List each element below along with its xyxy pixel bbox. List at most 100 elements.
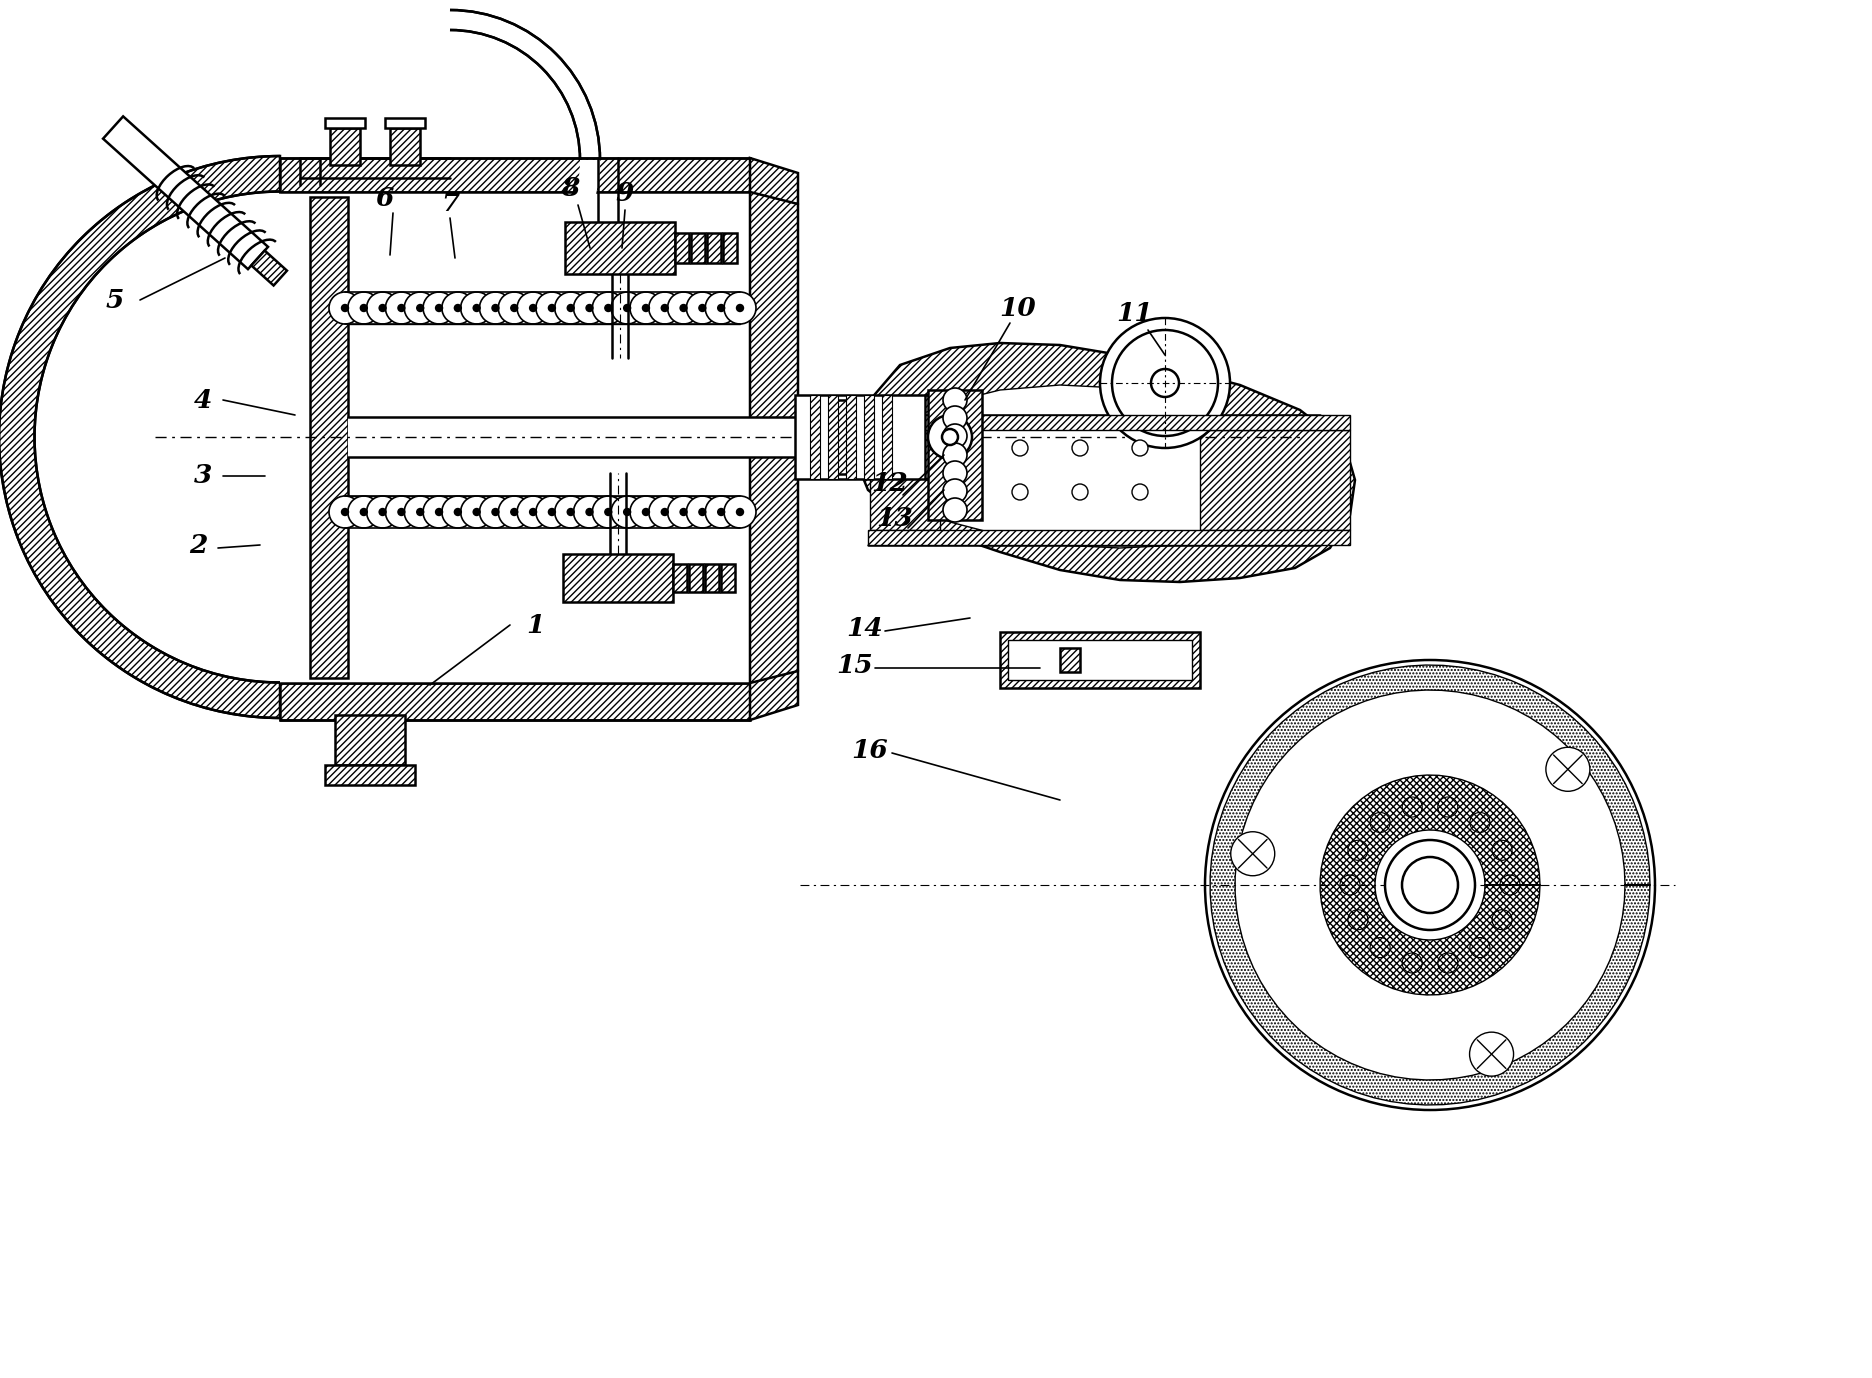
Polygon shape <box>1060 648 1080 672</box>
Polygon shape <box>882 395 891 480</box>
Circle shape <box>717 508 724 515</box>
Text: 14: 14 <box>846 616 884 641</box>
Circle shape <box>348 496 380 528</box>
Circle shape <box>610 496 644 528</box>
Text: 5: 5 <box>107 288 124 313</box>
Circle shape <box>417 508 423 515</box>
Circle shape <box>461 292 492 324</box>
Circle shape <box>592 496 625 528</box>
Polygon shape <box>565 222 676 274</box>
Circle shape <box>1073 484 1088 500</box>
Text: 4: 4 <box>195 387 212 412</box>
Circle shape <box>943 480 968 503</box>
Polygon shape <box>0 156 281 718</box>
Text: 13: 13 <box>876 506 914 531</box>
Circle shape <box>942 429 958 445</box>
Polygon shape <box>708 233 721 263</box>
Circle shape <box>605 305 612 311</box>
Polygon shape <box>1007 639 1192 679</box>
Circle shape <box>548 305 556 311</box>
Circle shape <box>1133 484 1148 500</box>
Circle shape <box>650 496 681 528</box>
Polygon shape <box>811 395 820 480</box>
Circle shape <box>479 496 511 528</box>
Text: 15: 15 <box>837 653 874 678</box>
Polygon shape <box>691 233 706 263</box>
Polygon shape <box>449 160 601 310</box>
Polygon shape <box>929 390 983 520</box>
Circle shape <box>511 508 519 515</box>
Polygon shape <box>870 430 940 531</box>
Circle shape <box>687 292 719 324</box>
Circle shape <box>461 496 492 528</box>
Polygon shape <box>281 683 751 719</box>
Circle shape <box>474 508 479 515</box>
Circle shape <box>341 508 348 515</box>
Circle shape <box>1073 440 1088 456</box>
Circle shape <box>736 508 743 515</box>
Circle shape <box>442 292 474 324</box>
Polygon shape <box>829 400 856 474</box>
Circle shape <box>1230 832 1275 876</box>
Circle shape <box>1013 484 1028 500</box>
Circle shape <box>517 292 548 324</box>
Polygon shape <box>326 119 365 128</box>
Circle shape <box>417 305 423 311</box>
Circle shape <box>631 292 663 324</box>
Text: 2: 2 <box>189 532 208 558</box>
Circle shape <box>687 496 719 528</box>
Polygon shape <box>689 564 704 593</box>
Circle shape <box>359 508 367 515</box>
Polygon shape <box>846 395 856 480</box>
Polygon shape <box>326 765 416 785</box>
Polygon shape <box>880 384 1310 548</box>
Circle shape <box>455 508 461 515</box>
Circle shape <box>492 305 500 311</box>
Circle shape <box>586 508 593 515</box>
Circle shape <box>399 305 404 311</box>
Circle shape <box>724 496 756 528</box>
Circle shape <box>567 508 575 515</box>
Circle shape <box>436 508 442 515</box>
Circle shape <box>386 496 417 528</box>
Circle shape <box>586 305 593 311</box>
Circle shape <box>592 292 625 324</box>
Circle shape <box>548 508 556 515</box>
Circle shape <box>736 305 743 311</box>
Circle shape <box>943 389 968 412</box>
Circle shape <box>642 305 650 311</box>
Polygon shape <box>1320 774 1541 995</box>
Polygon shape <box>796 395 925 480</box>
Polygon shape <box>251 251 286 285</box>
Circle shape <box>423 292 455 324</box>
Circle shape <box>498 292 530 324</box>
Polygon shape <box>103 116 268 269</box>
Circle shape <box>661 508 668 515</box>
Circle shape <box>436 305 442 311</box>
Circle shape <box>1101 318 1230 448</box>
Circle shape <box>610 292 644 324</box>
Circle shape <box>329 292 361 324</box>
Circle shape <box>573 292 605 324</box>
Polygon shape <box>281 158 751 192</box>
Circle shape <box>717 305 724 311</box>
Text: 11: 11 <box>1116 300 1153 325</box>
Circle shape <box>650 292 681 324</box>
Circle shape <box>535 496 567 528</box>
Text: 8: 8 <box>562 175 578 201</box>
Circle shape <box>929 415 972 459</box>
Circle shape <box>706 496 738 528</box>
Circle shape <box>535 292 567 324</box>
Polygon shape <box>1200 430 1350 531</box>
Circle shape <box>680 305 687 311</box>
Polygon shape <box>386 119 425 128</box>
Circle shape <box>680 508 687 515</box>
Circle shape <box>943 462 968 485</box>
Polygon shape <box>389 128 419 165</box>
Circle shape <box>399 508 404 515</box>
Text: 12: 12 <box>872 470 908 496</box>
Polygon shape <box>1000 633 1200 688</box>
Circle shape <box>498 496 530 528</box>
Circle shape <box>455 305 461 311</box>
Circle shape <box>1133 440 1148 456</box>
